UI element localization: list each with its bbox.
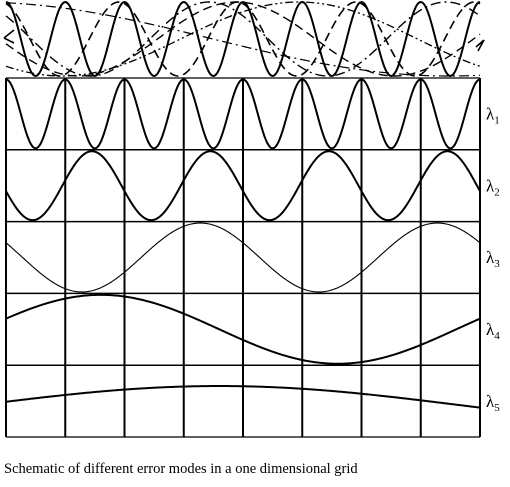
mode-label-4: λ4 bbox=[486, 320, 500, 342]
mode-curve-2 bbox=[5, 150, 481, 222]
mode-curves bbox=[5, 78, 481, 409]
mode-label-5: λ5 bbox=[486, 392, 500, 414]
mode-curve-4 bbox=[5, 293, 481, 365]
superposition-wave-solid bbox=[5, 0, 481, 78]
superposition-wave-dash-dot bbox=[5, 1, 481, 77]
mode-curve-3 bbox=[5, 222, 481, 293]
superposition-waves bbox=[3, 0, 485, 78]
superposition-wave-dashed bbox=[5, 1, 481, 77]
superposition-wave-dash-dot-dot bbox=[5, 1, 481, 77]
grid bbox=[5, 77, 481, 438]
mode-label-3: λ3 bbox=[486, 248, 500, 270]
figure-caption: Schematic of different error modes in a … bbox=[4, 461, 358, 477]
right-arrow-icon bbox=[475, 39, 485, 52]
mode-labels: λ1 λ2 λ3 λ4 λ5 bbox=[486, 105, 500, 414]
left-arrow-icon bbox=[3, 29, 15, 44]
error-modes-figure: λ1 λ2 λ3 λ4 λ5 bbox=[3, 0, 500, 438]
superposition-wave-dashed bbox=[5, 1, 481, 77]
superposition-wave-dash-dot bbox=[5, 2, 481, 77]
mode-label-1: λ1 bbox=[486, 105, 500, 127]
mode-curve-1 bbox=[5, 78, 481, 150]
mode-curve-5 bbox=[5, 385, 481, 409]
mode-label-2: λ2 bbox=[486, 176, 500, 198]
